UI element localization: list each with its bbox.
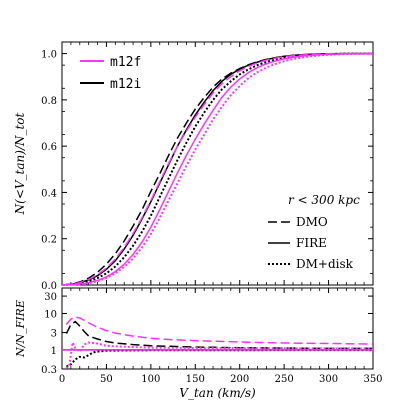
cdf-line-m12f-dmo: [61, 52, 373, 286]
bottom-ytick-label: 30: [44, 292, 57, 303]
bottom-xtick-label: 50: [100, 374, 113, 385]
ratio-line-m12i-dm-disk: [65, 349, 373, 368]
bottom-xtick-label: 0: [59, 374, 65, 385]
bottom-xlabel: V_tan (km/s): [179, 386, 256, 400]
cdf-line-m12f-fire: [61, 52, 374, 286]
legend-label-fire: FIRE: [296, 236, 327, 250]
bottom-ytick-label: 10: [44, 309, 57, 320]
bottom-xtick-label: 100: [141, 374, 160, 385]
legend-label-dmo: DMO: [296, 215, 328, 229]
bottom-ylabel: N/N_FIRE: [14, 300, 27, 358]
top-ytick-label: 0.0: [41, 281, 57, 292]
top-ylabel: N(<V_tan)/N_tot: [13, 112, 27, 215]
bottom-ytick-label: 0.3: [41, 365, 57, 376]
legend-label-dm-disk: DM+disk: [296, 257, 354, 271]
top-ytick-label: 0.2: [41, 235, 57, 246]
top-ytick-label: 0.6: [41, 142, 57, 153]
bottom-xtick-label: 150: [186, 374, 205, 385]
top-ytick-label: 0.8: [41, 96, 57, 107]
cdf-line-m12i-dm-disk: [61, 52, 373, 286]
bottom-ytick-label: 1: [51, 346, 57, 357]
top-ytick-label: 1.0: [41, 50, 57, 61]
top-panel: 0.0 0.2 0.4 0.6 0.8 1.0: [41, 41, 374, 292]
top-ytick-label: 0.4: [41, 188, 57, 199]
cdf-line-m12f-dm-disk: [61, 52, 374, 286]
top-plot-frame: [61, 41, 374, 286]
axis-labels: N(<V_tan)/N_tot N/N_FIRE V_tan (km/s): [13, 112, 256, 400]
legend-label-m12i: m12i: [110, 77, 141, 92]
bottom-xtick-label: 350: [363, 374, 382, 385]
ratio-line-m12f-dmo: [65, 316, 374, 345]
bottom-xtick-label: 200: [230, 374, 249, 385]
ratio-line-m12i-dmo: [65, 320, 373, 350]
legend-model-title: r < 300 kpc: [288, 193, 360, 207]
bottom-xtick-label: 300: [319, 374, 338, 385]
bottom-ytick-label: 3: [51, 329, 57, 340]
legend-label-m12f: m12f: [110, 55, 141, 70]
bottom-plot-frame: [61, 287, 374, 370]
bottom-xtick-label: 250: [275, 374, 294, 385]
ratio-line-m12f-dm-disk: [65, 338, 373, 369]
legends: m12f m12i r < 300 kpc DMO FIRE DM+disk: [80, 55, 360, 271]
